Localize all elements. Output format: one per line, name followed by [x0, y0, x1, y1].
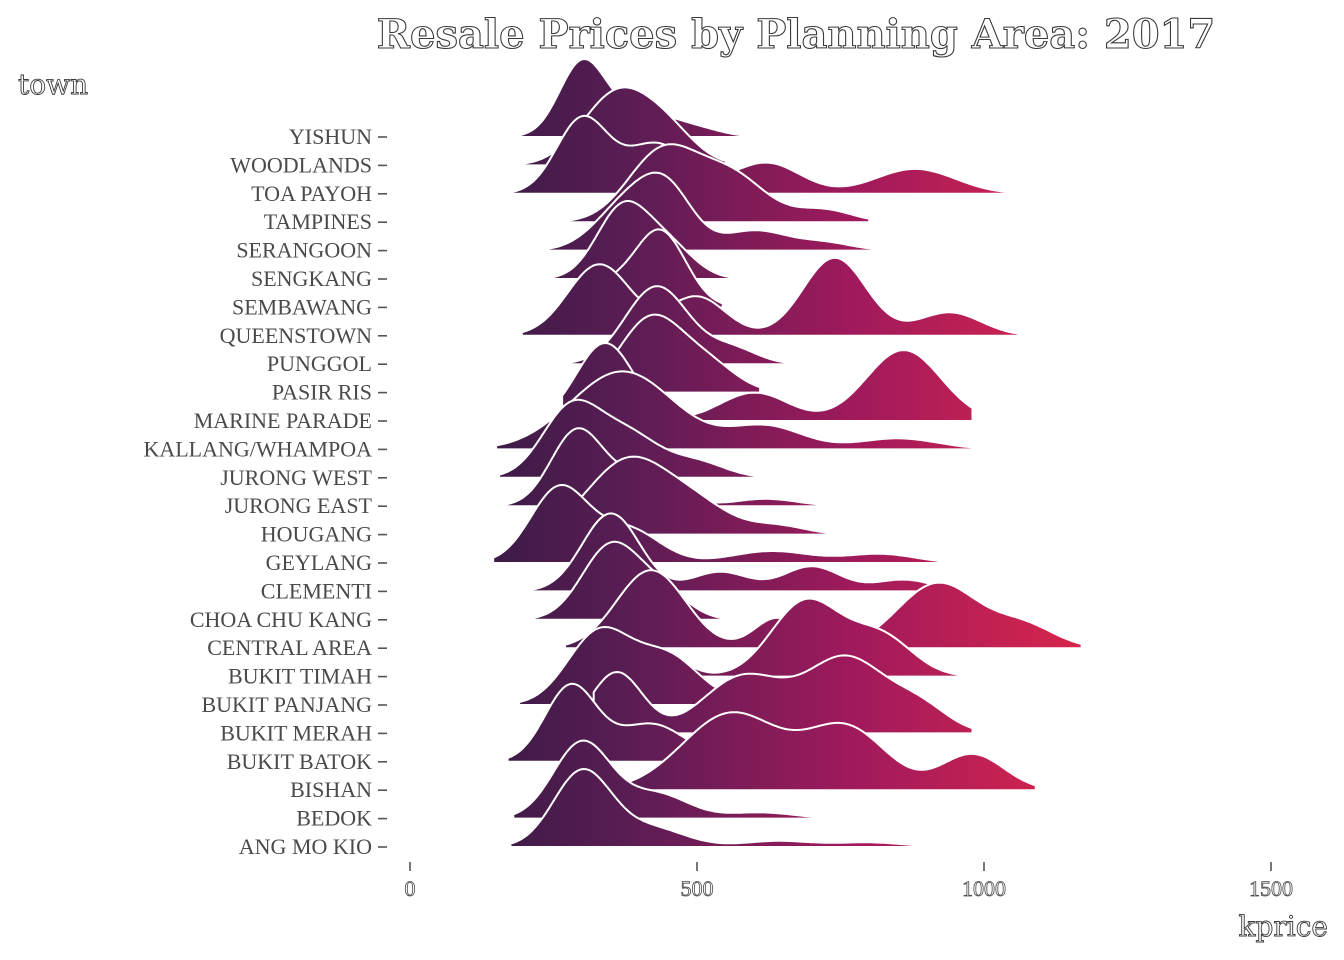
y-tick-label: PASIR RIS [272, 380, 372, 405]
ridge-ang-mo-kio [509, 767, 945, 848]
x-tick-label: 1500 [1249, 876, 1293, 901]
y-tick-label: JURONG EAST [225, 493, 373, 518]
x-axis: 0 500 1000 1500 [404, 862, 1293, 901]
y-tick-label: SEMBAWANG [232, 294, 372, 319]
ridge-marine-parade [561, 341, 974, 422]
ridges-layer [492, 57, 1083, 848]
x-tick-label: 0 [405, 876, 416, 901]
y-tick-label: BUKIT BATOK [227, 749, 372, 774]
y-tick-label: BEDOK [296, 806, 372, 831]
y-tick-label: BUKIT TIMAH [228, 664, 372, 689]
y-axis: ANG MO KIO BEDOK BISHAN BUKIT BATOK BUKIT ME… [143, 124, 387, 859]
y-tick-label: SENGKANG [251, 266, 372, 291]
chart-title: Resale Prices by Planning Area: 2017 [377, 11, 1215, 58]
x-tick-label: 1000 [962, 876, 1006, 901]
y-tick-label: CHOA CHU KANG [190, 607, 372, 632]
y-tick-label: WOODLANDS [230, 152, 372, 177]
y-tick-label: BUKIT MERAH [220, 720, 372, 745]
x-tick-label: 500 [681, 876, 714, 901]
y-tick-label: JURONG WEST [220, 465, 372, 490]
y-tick-label: BUKIT PANJANG [201, 692, 372, 717]
y-tick-label: YISHUN [289, 124, 372, 149]
y-tick-label: MARINE PARADE [194, 408, 372, 433]
ridge-bukit-merah [592, 654, 974, 735]
ridge-toa-payoh [506, 114, 1020, 195]
y-tick-label: SERANGOON [236, 238, 372, 263]
x-axis-title: kprice [1239, 910, 1328, 943]
y-tick-label: CLEMENTI [261, 578, 372, 603]
y-tick-label: ANG MO KIO [239, 834, 372, 859]
y-axis-title: town [18, 68, 88, 101]
y-tick-label: TOA PAYOH [251, 181, 372, 206]
y-tick-label: CENTRAL AREA [207, 635, 372, 660]
y-tick-label: PUNGGOL [267, 351, 372, 376]
y-tick-label: BISHAN [290, 777, 372, 802]
ridge-bishan [627, 711, 1037, 792]
y-tick-label: TAMPINES [264, 209, 372, 234]
y-tick-label: HOUGANG [261, 522, 372, 547]
ridge-queenstown [520, 256, 1020, 337]
y-tick-label: QUEENSTOWN [220, 323, 372, 348]
y-tick-label: KALLANG/WHAMPOA [143, 436, 372, 461]
y-tick-label: GEYLANG [266, 550, 372, 575]
